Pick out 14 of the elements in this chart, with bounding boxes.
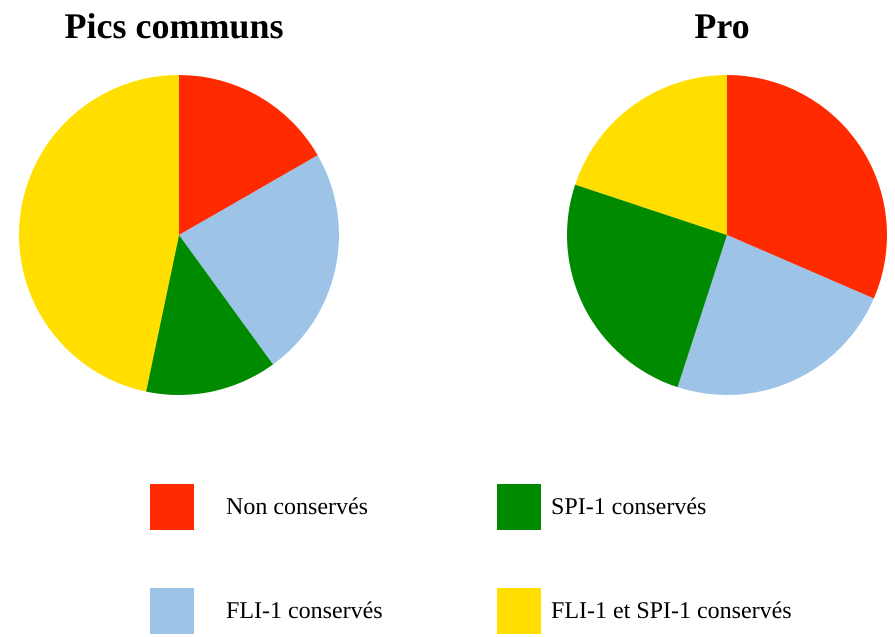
chart-title: Pics communs — [64, 5, 284, 48]
pie-slice — [146, 235, 274, 395]
legend-label: SPI-1 conservés — [551, 494, 706, 520]
pie-slice — [19, 75, 179, 392]
chart-title: Pro — [693, 5, 751, 48]
legend-label: FLI-1 et SPI-1 conservés — [551, 598, 792, 624]
pie-slice — [179, 75, 318, 235]
pie-slice — [567, 184, 727, 388]
pie-slice — [678, 235, 874, 395]
pie-slice — [575, 75, 727, 235]
legend-label: FLI-1 conservés — [226, 598, 383, 624]
legend-label: Non conservés — [226, 494, 368, 520]
pie-slice — [727, 75, 887, 299]
pie-slice — [179, 155, 339, 364]
